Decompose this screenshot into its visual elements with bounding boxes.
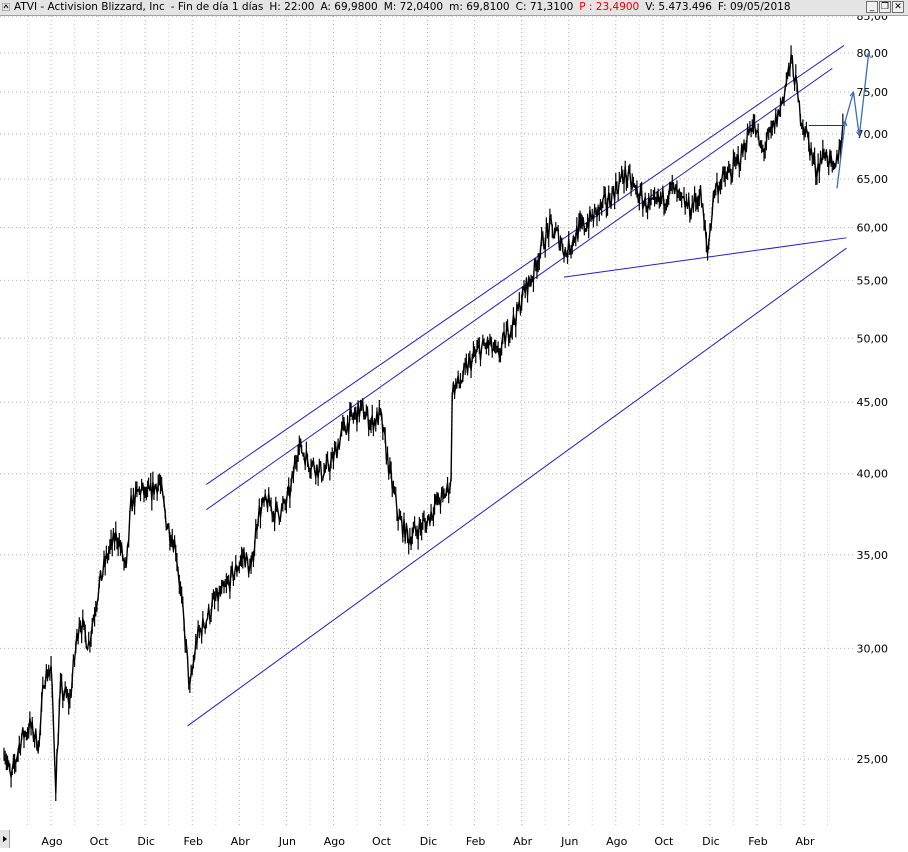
restore-button[interactable]: ❐ [879, 1, 891, 13]
y-tick-label: 55,00 [857, 274, 889, 287]
scroll-left-button[interactable] [0, 830, 10, 848]
x-tick-label: Jun [278, 835, 296, 848]
y-tick-label: 30,00 [857, 642, 889, 655]
date-value: F: 09/05/2018 [717, 1, 791, 13]
projection-line [836, 52, 870, 189]
chart-grid [0, 16, 856, 828]
y-tick-label: 85,00 [857, 16, 889, 23]
x-tick-label: Oct [372, 835, 392, 848]
y-tick-label: 60,00 [857, 222, 889, 235]
y-tick-label: 50,00 [857, 332, 889, 345]
x-tick-label: Abr [796, 835, 816, 848]
quote-info: ATVI - Activision Blizzard, Inc - Fin de … [14, 0, 797, 15]
trend-line [206, 67, 833, 511]
chart-title-bar: ATVI - Activision Blizzard, Inc - Fin de … [0, 0, 908, 16]
x-tick-label: Jun [560, 835, 578, 848]
y-tick-label: 65,00 [857, 173, 889, 186]
x-tick-label: Ago [606, 835, 628, 848]
x-tick-label: Oct [654, 835, 674, 848]
y-tick-label: 40,00 [857, 468, 889, 481]
x-tick-label: Abr [231, 835, 251, 848]
open-value: A: 69,9800 [320, 1, 378, 13]
x-tick-label: Ago [324, 835, 346, 848]
x-tick-label: Dic [420, 835, 438, 848]
x-tick-label: Dic [702, 835, 720, 848]
close-button[interactable]: ✕ [892, 1, 904, 13]
trend-line [187, 247, 847, 727]
period-label: - Fin de día 1 días [170, 1, 264, 13]
close-value: C: 71,3100 [515, 1, 574, 13]
x-tick-label: Dic [137, 835, 155, 848]
price-line [3, 52, 844, 794]
time-label: H: 22:00 [269, 1, 315, 13]
price-projection [836, 51, 871, 189]
max-value: M: 72,0400 [383, 1, 444, 13]
projection-arrowhead [849, 90, 855, 98]
trend-line [206, 45, 845, 485]
y-tick-label: 80,00 [857, 47, 889, 60]
x-axis-labels: Ago Oct Dic Feb Abr Jun Ago Oct Dic Feb Abr Jun Ago O… [41, 835, 815, 848]
price-value: P : 23,4900 [579, 1, 640, 13]
y-tick-label: 35,00 [857, 549, 889, 562]
projection-arrowhead [865, 51, 871, 58]
y-axis-labels: 25,00 30,00 35,00 40,00 45,00 50,00 55,00 60,00… [857, 16, 889, 766]
trend-channel-lines [187, 45, 847, 727]
y-tick-label: 45,00 [857, 396, 889, 409]
minimize-button[interactable]: _ [866, 1, 878, 13]
x-tick-label: Oct [90, 835, 110, 848]
x-tick-label: Feb [183, 835, 202, 848]
window-menu-icon[interactable] [2, 3, 10, 11]
x-tick-label: Feb [748, 835, 767, 848]
price-chart[interactable]: 25,00 30,00 35,00 40,00 45,00 50,00 55,00 60,00… [0, 16, 908, 848]
symbol-title: ATVI - Activision Blizzard, Inc [14, 1, 165, 13]
play-arrow-icon [3, 836, 7, 842]
projection-arrowhead [856, 130, 862, 138]
x-tick-label: Abr [513, 835, 533, 848]
min-value: m: 69,8100 [449, 1, 510, 13]
x-tick-label: Feb [466, 835, 485, 848]
y-tick-label: 25,00 [857, 753, 889, 766]
trend-line [563, 237, 847, 278]
x-tick-label: Ago [41, 835, 63, 848]
y-tick-label: 70,00 [857, 128, 889, 141]
price-series [3, 45, 844, 802]
y-tick-label: 75,00 [857, 86, 889, 99]
volume-value: V: 5.473.496 [645, 1, 712, 13]
projection-arrowhead [841, 119, 848, 127]
